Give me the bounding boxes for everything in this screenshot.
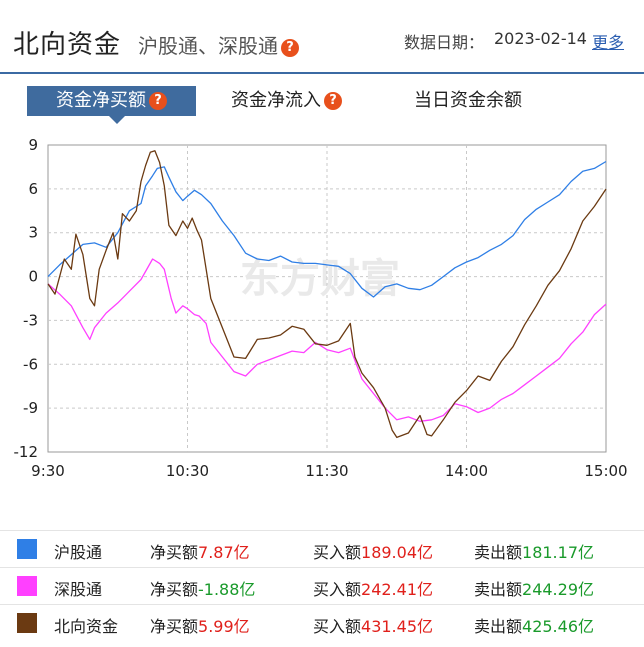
sell-cell: 卖出额244.29亿 <box>474 576 594 600</box>
buy-label: 买入额 <box>313 580 362 599</box>
sell-label: 卖出额 <box>474 580 523 599</box>
sell-value: 425.46亿 <box>522 617 595 636</box>
sell-cell: 卖出额181.17亿 <box>474 539 594 563</box>
tab-daily-balance[interactable]: 当日资金余额 <box>414 86 522 116</box>
y-tick-label: 9 <box>28 136 38 154</box>
question-icon[interactable]: ? <box>324 92 342 110</box>
net-value: -1.88亿 <box>198 580 256 599</box>
date-value: 2023-02-14 <box>494 29 587 48</box>
chart-grid <box>47 144 607 453</box>
x-tick-label: 14:00 <box>445 462 488 480</box>
buy-cell: 买入额242.41亿 <box>313 576 433 600</box>
series-name: 深股通 <box>54 580 103 599</box>
net-label: 净买额 <box>150 580 199 599</box>
question-icon[interactable]: ? <box>149 92 167 110</box>
summary-row-sh: 沪股通 净买额7.87亿 买入额189.04亿 卖出额181.17亿 <box>0 530 644 568</box>
sell-cell: 卖出额425.46亿 <box>474 613 594 637</box>
series-name: 北向资金 <box>54 617 119 636</box>
sell-label: 卖出额 <box>474 543 523 562</box>
y-tick-label: 3 <box>28 224 38 242</box>
y-tick-label: -12 <box>14 443 39 461</box>
sell-value: 181.17亿 <box>522 543 595 562</box>
y-tick-label: 6 <box>28 180 38 198</box>
sell-value: 244.29亿 <box>522 580 595 599</box>
more-link[interactable]: 更多 <box>592 33 625 52</box>
question-icon[interactable]: ? <box>281 38 299 57</box>
buy-value: 242.41亿 <box>361 580 434 599</box>
series-name: 沪股通 <box>54 543 103 562</box>
page-title: 北向资金 <box>13 30 122 60</box>
net-label: 净买额 <box>150 543 199 562</box>
date-label: 数据日期： <box>404 33 485 52</box>
header: 北向资金 沪股通、深股通? 数据日期： 2023-02-14 更多 <box>0 0 644 74</box>
net-buy-cell: 净买额-1.88亿 <box>150 576 255 600</box>
buy-value: 189.04亿 <box>361 543 434 562</box>
page-subtitle: 沪股通、深股通? <box>138 30 299 59</box>
net-value: 7.87亿 <box>198 543 250 562</box>
series-line-0 <box>47 160 607 298</box>
legend-swatch <box>17 539 37 559</box>
tab-net-buy-label: 资金净买额 <box>56 90 146 111</box>
x-tick-label: 11:30 <box>305 462 348 480</box>
x-axis: 9:30 10:30 11:30 14:00 15:00 <box>31 462 627 480</box>
y-tick-label: -6 <box>23 355 38 373</box>
tab-daily-balance-label: 当日资金余额 <box>414 90 522 111</box>
x-tick-label: 9:30 <box>31 462 65 480</box>
y-tick-label: 0 <box>28 268 38 286</box>
y-tick-label: -9 <box>23 399 38 417</box>
chart-lines <box>47 150 607 439</box>
y-axis: 9 6 3 0 -3 -6 -9 -12 <box>14 136 39 461</box>
summary-row-north: 北向资金 净买额5.99亿 买入额431.45亿 卖出额425.46亿 <box>0 604 644 642</box>
net-buy-cell: 净买额7.87亿 <box>150 539 250 563</box>
sell-label: 卖出额 <box>474 617 523 636</box>
y-tick-label: -3 <box>23 311 38 329</box>
buy-label: 买入额 <box>313 617 362 636</box>
net-buy-cell: 净买额5.99亿 <box>150 613 250 637</box>
buy-cell: 买入额189.04亿 <box>313 539 433 563</box>
summary-row-sz: 深股通 净买额-1.88亿 买入额242.41亿 卖出额244.29亿 <box>0 567 644 605</box>
net-value: 5.99亿 <box>198 617 250 636</box>
x-tick-label: 15:00 <box>584 462 627 480</box>
x-tick-label: 10:30 <box>166 462 209 480</box>
tab-net-buy[interactable]: 资金净买额? <box>27 86 196 124</box>
buy-label: 买入额 <box>313 543 362 562</box>
subtitle-text: 沪股通、深股通 <box>138 34 278 58</box>
buy-value: 431.45亿 <box>361 617 434 636</box>
legend-swatch <box>17 576 37 596</box>
tab-net-inflow[interactable]: 资金净流入? <box>231 86 342 116</box>
tab-net-inflow-label: 资金净流入 <box>231 90 321 111</box>
net-label: 净买额 <box>150 617 199 636</box>
buy-cell: 买入额431.45亿 <box>313 613 433 637</box>
legend-swatch <box>17 613 37 633</box>
series-line-1 <box>47 258 607 422</box>
series-line-2 <box>47 150 607 439</box>
